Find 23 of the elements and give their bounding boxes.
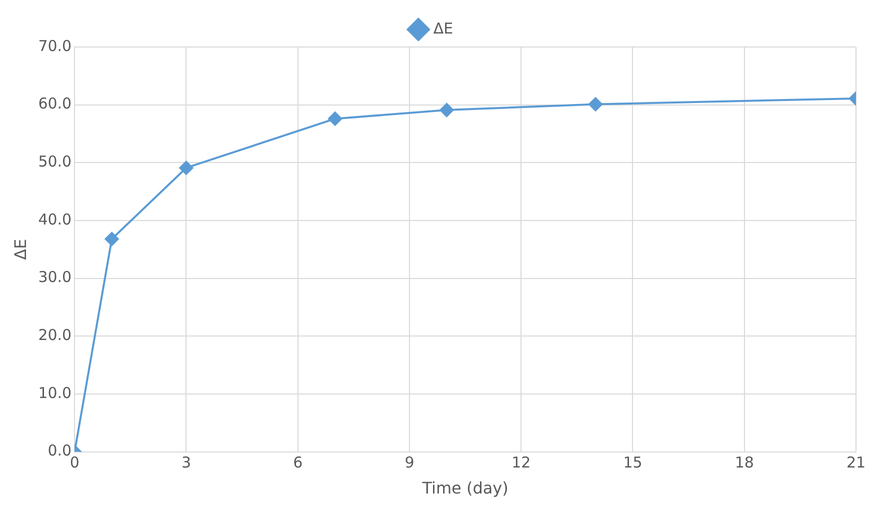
y-tick-label: 10.0 [38,384,72,402]
point [104,232,119,246]
y-tick-label: 0.0 [48,442,72,460]
point [179,160,194,175]
x-tick-label: 15 [623,454,642,472]
y-tick-label: 70.0 [38,36,72,55]
x-tick-label: 12 [512,454,531,472]
x-axis-title: Time (day) [421,478,508,498]
y-tick-label: 40.0 [38,210,72,228]
y-tick-label: 50.0 [38,152,72,171]
point [328,112,342,126]
legend-label: ΔE [433,19,454,38]
y-axis-title: ΔE [10,238,30,260]
point [440,103,454,118]
x-tick-label: 18 [734,454,754,472]
x-tick-label: 3 [181,454,191,472]
x-tick-label: 9 [404,454,414,472]
x-tick-label: 21 [846,454,866,472]
x-tick-label: 6 [293,454,303,472]
x-tick-label: 0 [70,454,80,472]
y-tick-label: 30.0 [38,268,72,286]
y-tick-label: 20.0 [38,326,72,344]
y-tick-label: 60.0 [38,94,72,113]
